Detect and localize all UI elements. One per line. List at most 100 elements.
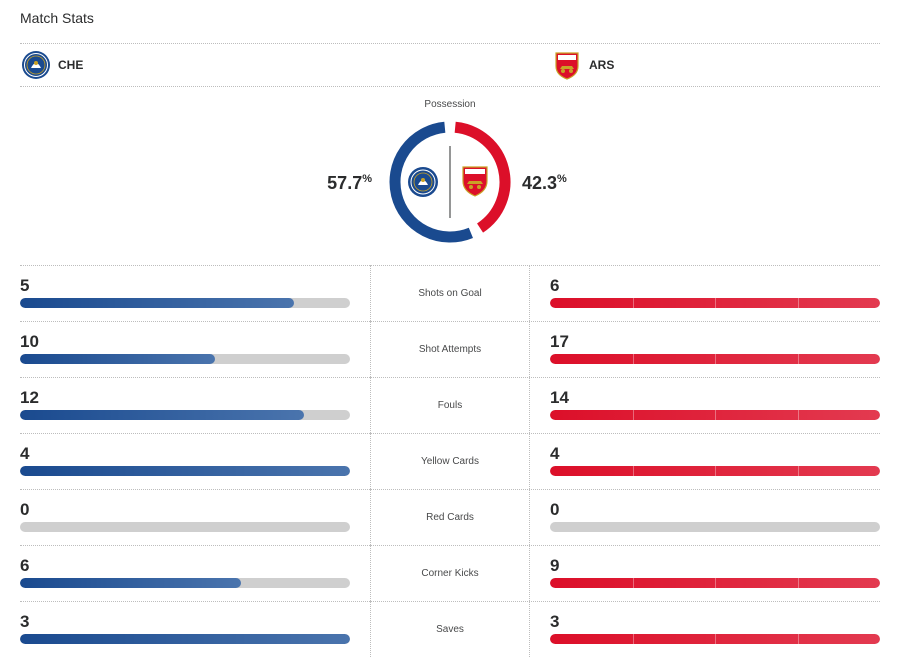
home-stat-bar <box>20 634 350 644</box>
away-stat-bar-fill <box>550 578 880 588</box>
away-stat-value: 6 <box>550 276 560 295</box>
stat-label: Yellow Cards <box>421 456 479 467</box>
column-divider <box>529 433 530 489</box>
bar-segment-line <box>632 410 634 420</box>
divider <box>20 433 880 434</box>
column-divider <box>529 377 530 433</box>
bar-segment-line <box>632 634 634 644</box>
away-stat-bar <box>550 298 880 308</box>
stat-row: 6 Corner Kicks 9 <box>20 545 880 601</box>
away-stat-value: 17 <box>550 332 569 351</box>
stat-label: Shot Attempts <box>418 344 482 355</box>
divider <box>20 321 880 322</box>
home-stat-bar-fill <box>20 466 350 476</box>
match-stats-title: Match Stats <box>20 10 94 26</box>
away-team-abbr: ARS <box>589 58 615 72</box>
home-stat-bar <box>20 298 350 308</box>
stat-label: Saves <box>436 624 464 635</box>
away-team: ARS <box>552 50 614 80</box>
home-stat-value: 3 <box>20 612 30 631</box>
home-stat-value: 6 <box>20 556 30 575</box>
stat-label: Corner Kicks <box>421 568 479 579</box>
home-stat-bar <box>20 522 350 532</box>
possession-label: Possession <box>424 99 476 110</box>
home-stat-bar-fill <box>20 410 304 420</box>
home-team: CHE <box>21 50 83 80</box>
possession-arcs <box>389 121 511 243</box>
bar-segment-line <box>797 578 799 588</box>
bar-segment-line <box>715 354 716 364</box>
divider <box>20 489 880 490</box>
column-divider <box>370 377 371 433</box>
stat-row: 12 Fouls 14 <box>20 377 880 433</box>
bar-segment-line <box>797 634 799 644</box>
stat-label: Fouls <box>437 400 463 411</box>
away-stat-bar-fill <box>550 466 880 476</box>
away-stat-bar <box>550 522 880 532</box>
away-stat-bar <box>550 410 880 420</box>
column-divider <box>370 489 371 545</box>
stat-row: 10 Shot Attempts 17 <box>20 321 880 377</box>
bar-segment-line <box>797 410 799 420</box>
home-stat-bar <box>20 410 350 420</box>
away-stat-bar <box>550 354 880 364</box>
column-divider <box>529 601 530 657</box>
home-stat-bar-fill <box>20 634 350 644</box>
home-possession-arc <box>389 121 473 243</box>
home-stat-value: 4 <box>20 444 30 463</box>
away-stat-bar-fill <box>550 634 880 644</box>
home-possession-value: 57.7% <box>327 173 372 193</box>
away-stat-bar-fill <box>550 354 880 364</box>
divider <box>20 377 880 378</box>
divider <box>20 43 880 44</box>
bar-segment-line <box>715 466 716 476</box>
home-stat-bar-fill <box>20 578 242 588</box>
away-stat-value: 4 <box>550 444 560 463</box>
divider <box>20 265 880 266</box>
divider <box>20 86 880 87</box>
column-divider <box>529 545 530 601</box>
away-stat-bar <box>550 466 880 476</box>
away-stat-value: 14 <box>550 388 569 407</box>
possession-donut <box>389 121 511 243</box>
away-stat-value: 0 <box>550 500 560 519</box>
bar-segment-line <box>632 354 634 364</box>
divider <box>20 545 880 546</box>
bar-segment-line <box>797 466 799 476</box>
away-stat-bar-fill <box>550 410 880 420</box>
chelsea-crest-icon <box>22 51 50 79</box>
chelsea-crest-icon <box>408 167 438 197</box>
stat-row: 3 Saves 3 <box>20 601 880 657</box>
column-divider <box>529 321 530 377</box>
away-stat-value: 9 <box>550 556 560 575</box>
home-stat-bar <box>20 578 350 588</box>
stat-row: 4 Yellow Cards 4 <box>20 433 880 489</box>
column-divider <box>529 489 530 545</box>
home-stat-bar-fill <box>20 354 215 364</box>
stat-row: 5 Shots on Goal 6 <box>20 265 880 321</box>
bar-segment-line <box>715 410 716 420</box>
away-stat-bar <box>550 634 880 644</box>
home-stat-bar <box>20 466 350 476</box>
divider <box>20 601 880 602</box>
home-stat-value: 0 <box>20 500 30 519</box>
column-divider <box>370 321 371 377</box>
bar-segment-line <box>715 634 716 644</box>
column-divider <box>370 433 371 489</box>
column-divider <box>529 265 530 321</box>
away-possession-arc <box>454 121 511 233</box>
bar-segment-line <box>632 466 634 476</box>
home-stat-bar-fill <box>20 298 294 308</box>
home-stat-value: 12 <box>20 388 39 407</box>
bar-segment-line <box>715 578 716 588</box>
arsenal-crest-icon <box>555 52 579 80</box>
arsenal-crest-icon <box>462 166 488 197</box>
bar-segment-line <box>715 298 716 308</box>
stat-row: 0 Red Cards 0 <box>20 489 880 545</box>
home-stat-value: 10 <box>20 332 39 351</box>
column-divider <box>370 601 371 657</box>
bar-segment-line <box>797 298 799 308</box>
bar-segment-line <box>632 298 634 308</box>
column-divider <box>370 265 371 321</box>
home-stat-bar <box>20 354 350 364</box>
